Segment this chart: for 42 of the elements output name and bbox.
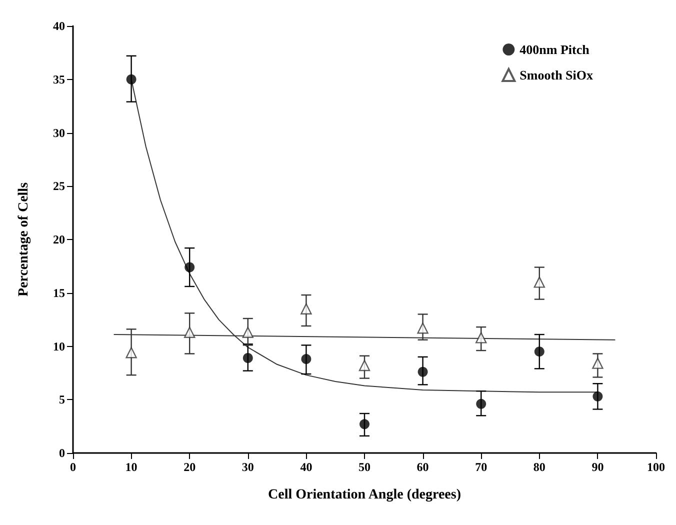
point <box>592 391 603 402</box>
point <box>592 358 604 369</box>
x-tick-label: 40 <box>300 460 312 474</box>
point <box>242 326 254 338</box>
y-tick-label: 15 <box>53 286 65 300</box>
x-tick-label: 20 <box>184 460 196 474</box>
y-axis-title: Percentage of Cells <box>16 182 32 297</box>
y-tick-label: 30 <box>53 126 65 140</box>
point <box>184 326 196 338</box>
x-axis-title: Cell Orientation Angle (degrees) <box>268 488 462 502</box>
point <box>534 346 544 357</box>
point <box>360 419 370 430</box>
legend-label: 400nm Pitch <box>520 42 590 57</box>
x-tick-label: 60 <box>416 460 429 474</box>
x-tick-label: 100 <box>647 460 665 474</box>
point <box>126 347 137 358</box>
x-tick-label: 10 <box>125 460 138 474</box>
point <box>417 322 428 334</box>
x-tick-label: 90 <box>592 460 604 474</box>
point <box>418 366 428 377</box>
y-tick-label: 40 <box>53 19 65 33</box>
y-tick-label: 35 <box>53 72 65 86</box>
point <box>301 354 312 364</box>
point <box>242 352 253 363</box>
point <box>300 303 312 314</box>
x-tick-label: 80 <box>533 460 546 474</box>
x-tick-label: 70 <box>475 460 488 474</box>
y-tick-label: 10 <box>53 339 65 354</box>
legend-label: Smooth SiOx <box>520 68 594 82</box>
point <box>358 360 370 372</box>
y-tick-label: 5 <box>59 392 65 407</box>
y-tick-label: 20 <box>53 232 65 246</box>
x-tick-label: 50 <box>358 460 370 474</box>
point <box>476 398 486 409</box>
point <box>184 262 195 272</box>
point <box>534 276 545 288</box>
x-tick-label: 30 <box>242 460 254 474</box>
y-tick-label: 25 <box>53 179 65 194</box>
x-tick-label: 0 <box>70 460 76 474</box>
y-tick-label: 0 <box>59 446 65 460</box>
point <box>126 74 136 84</box>
point <box>476 332 487 344</box>
